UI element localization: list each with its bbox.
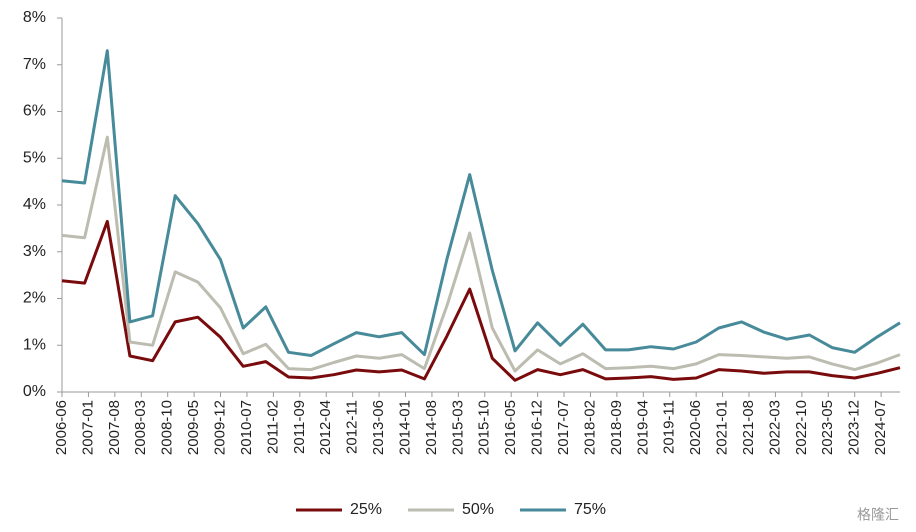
x-tick-label: 2009-05 xyxy=(185,400,202,455)
x-tick-label: 2022-03 xyxy=(766,400,783,455)
y-tick-label: 6% xyxy=(23,103,46,120)
x-tick-label: 2018-09 xyxy=(608,400,625,455)
x-tick-label: 2007-01 xyxy=(79,400,96,455)
y-tick-label: 1% xyxy=(23,336,46,353)
x-tick-label: 2017-07 xyxy=(555,400,572,455)
x-tick-label: 2023-12 xyxy=(846,400,863,455)
y-tick-label: 4% xyxy=(23,196,46,213)
x-tick-label: 2022-10 xyxy=(793,400,810,455)
x-tick-label: 2008-03 xyxy=(132,400,149,455)
x-tick-label: 2020-06 xyxy=(687,400,704,455)
y-tick-label: 3% xyxy=(23,243,46,260)
x-tick-label: 2019-04 xyxy=(634,400,651,455)
x-tick-label: 2007-08 xyxy=(106,400,123,455)
x-tick-label: 2014-08 xyxy=(423,400,440,455)
x-tick-label: 2011-02 xyxy=(264,400,281,454)
x-tick-label: 2012-04 xyxy=(317,400,334,455)
x-tick-label: 2015-10 xyxy=(476,400,493,455)
y-tick-label: 8% xyxy=(23,9,46,26)
y-tick-label: 7% xyxy=(23,56,46,73)
x-tick-label: 2019-11 xyxy=(661,400,678,454)
watermark: 格隆汇 xyxy=(857,507,899,523)
x-tick-label: 2016-05 xyxy=(502,400,519,455)
x-tick-label: 2012-11 xyxy=(344,400,361,454)
y-tick-label: 0% xyxy=(23,383,46,400)
x-tick-label: 2016-12 xyxy=(529,400,546,455)
x-tick-label: 2024-07 xyxy=(872,400,889,455)
legend-label: 75% xyxy=(574,501,606,518)
x-tick-label: 2018-02 xyxy=(581,400,598,455)
x-tick-label: 2015-03 xyxy=(449,400,466,455)
y-tick-label: 2% xyxy=(23,290,46,307)
series-line xyxy=(61,135,901,373)
x-tick-label: 2010-07 xyxy=(238,400,255,455)
x-tick-label: 2021-01 xyxy=(714,400,731,455)
series-line xyxy=(61,49,901,357)
x-tick-label: 2006-06 xyxy=(53,400,70,455)
series-line xyxy=(61,219,901,382)
x-tick-label: 2013-06 xyxy=(370,400,387,455)
x-tick-label: 2014-01 xyxy=(396,400,413,455)
y-tick-label: 5% xyxy=(23,149,46,166)
x-tick-label: 2011-09 xyxy=(291,400,308,454)
x-tick-label: 2009-12 xyxy=(212,400,229,455)
x-tick-label: 2008-10 xyxy=(159,400,176,455)
x-tick-label: 2021-08 xyxy=(740,400,757,455)
legend-label: 50% xyxy=(462,501,494,518)
x-tick-label: 2023-05 xyxy=(819,400,836,455)
legend-label: 25% xyxy=(350,501,382,518)
